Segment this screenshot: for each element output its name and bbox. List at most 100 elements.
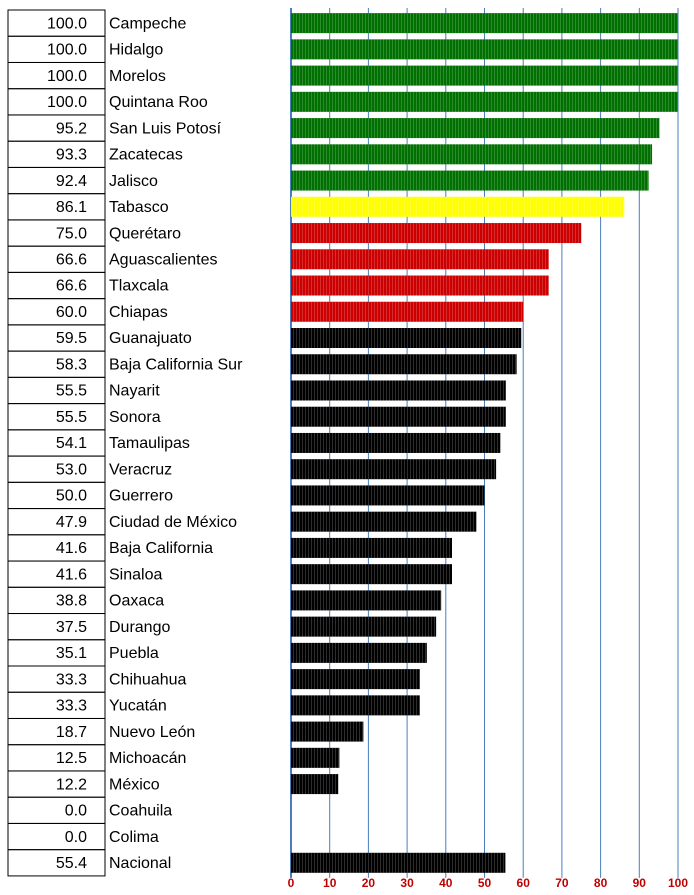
category-label: Tlaxcala: [109, 278, 169, 295]
value-label: 55.4: [56, 855, 87, 872]
category-label: Quintana Roo: [109, 94, 208, 111]
value-label: 93.3: [56, 147, 87, 164]
bar-texture: [291, 511, 477, 532]
value-cell: [7, 849, 106, 877]
bar-texture: [291, 669, 420, 690]
category-label: Chihuahua: [109, 671, 187, 688]
value-label: 47.9: [56, 514, 87, 531]
value-label: 0.0: [65, 803, 87, 820]
x-tick-label: 60: [517, 876, 531, 890]
bar-texture: [291, 616, 437, 637]
value-label: 59.5: [56, 330, 87, 347]
value-label: 41.6: [56, 540, 87, 557]
value-label: 55.5: [56, 409, 87, 426]
value-label: 55.5: [56, 383, 87, 400]
value-label: 33.3: [56, 698, 87, 715]
category-label: Baja California Sur: [109, 356, 243, 373]
value-label: 37.5: [56, 619, 87, 636]
value-cell: [7, 796, 106, 824]
x-tick-label: 30: [400, 876, 414, 890]
x-tick-label: 100: [668, 876, 688, 890]
category-label: Oaxaca: [109, 593, 164, 610]
bar-texture: [291, 774, 339, 795]
value-label: 54.1: [56, 435, 87, 452]
bar-texture: [291, 380, 506, 401]
category-label: Nayarit: [109, 383, 160, 400]
bar-texture: [291, 537, 452, 558]
category-label: Campeche: [109, 15, 186, 32]
category-label: Colima: [109, 829, 159, 846]
value-label: 92.4: [56, 173, 87, 190]
bar-texture: [291, 747, 340, 768]
x-tick-label: 50: [478, 876, 492, 890]
category-label: Yucatán: [109, 698, 167, 715]
value-label: 66.6: [56, 278, 87, 295]
bar-texture: [291, 118, 660, 139]
category-label: Jalisco: [109, 173, 158, 190]
value-label: 35.1: [56, 645, 87, 662]
category-label: Durango: [109, 619, 170, 636]
value-label: 66.6: [56, 251, 87, 268]
bar-texture: [291, 432, 501, 453]
x-tick-label: 40: [439, 876, 453, 890]
category-label: Sonora: [109, 409, 161, 426]
bar-texture: [291, 196, 625, 217]
bar-texture: [291, 249, 549, 270]
value-label: 100.0: [47, 42, 87, 59]
value-label: 41.6: [56, 566, 87, 583]
bar-texture: [291, 223, 582, 244]
bar-texture: [291, 328, 522, 348]
value-label: 75.0: [56, 225, 87, 242]
category-label: Guerrero: [109, 488, 173, 505]
bar-texture: [291, 406, 506, 427]
category-label: Puebla: [109, 645, 159, 662]
category-label: Ciudad de México: [109, 514, 237, 531]
category-label: Querétaro: [109, 225, 181, 242]
category-label: Chiapas: [109, 304, 168, 321]
bar-texture: [291, 301, 524, 322]
category-label: Nuevo León: [109, 724, 195, 741]
category-label: Morelos: [109, 68, 166, 85]
category-label: Zacatecas: [109, 147, 183, 164]
value-label: 12.5: [56, 750, 87, 767]
x-tick-label: 10: [323, 876, 337, 890]
x-tick-label: 90: [633, 876, 647, 890]
value-label: 60.0: [56, 304, 87, 321]
x-tick-label: 70: [555, 876, 569, 890]
category-label: Aguascalientes: [109, 251, 218, 268]
bar-texture: [291, 564, 452, 585]
category-label: Veracruz: [109, 461, 172, 478]
value-label: 38.8: [56, 593, 87, 610]
category-label: Baja California: [109, 540, 213, 557]
value-label: 50.0: [56, 488, 87, 505]
bar-texture: [291, 13, 678, 34]
value-label: 100.0: [47, 15, 87, 32]
value-label: 58.3: [56, 356, 87, 373]
bar-texture: [291, 144, 653, 165]
x-tick-label: 20: [362, 876, 376, 890]
bar-texture: [291, 459, 497, 480]
bar-texture: [291, 39, 678, 60]
category-label: Hidalgo: [109, 42, 163, 59]
value-label: 18.7: [56, 724, 87, 741]
category-label: Nacional: [109, 855, 171, 872]
bar-texture: [291, 642, 427, 663]
category-label: Sinaloa: [109, 566, 162, 583]
bar-texture: [291, 91, 678, 112]
bar-texture: [291, 590, 442, 611]
category-label: San Luis Potosí: [109, 120, 222, 137]
category-label: Coahuila: [109, 803, 172, 820]
value-label: 33.3: [56, 671, 87, 688]
value-label: 0.0: [65, 829, 87, 846]
category-label: Tamaulipas: [109, 435, 190, 452]
category-label: México: [109, 776, 160, 793]
value-label: 100.0: [47, 94, 87, 111]
value-label: 95.2: [56, 120, 87, 137]
bar-texture: [291, 721, 364, 742]
value-label: 12.2: [56, 776, 87, 793]
category-label: Michoacán: [109, 750, 186, 767]
bar-texture: [291, 275, 549, 296]
bar-texture: [291, 65, 678, 86]
value-label: 53.0: [56, 461, 87, 478]
